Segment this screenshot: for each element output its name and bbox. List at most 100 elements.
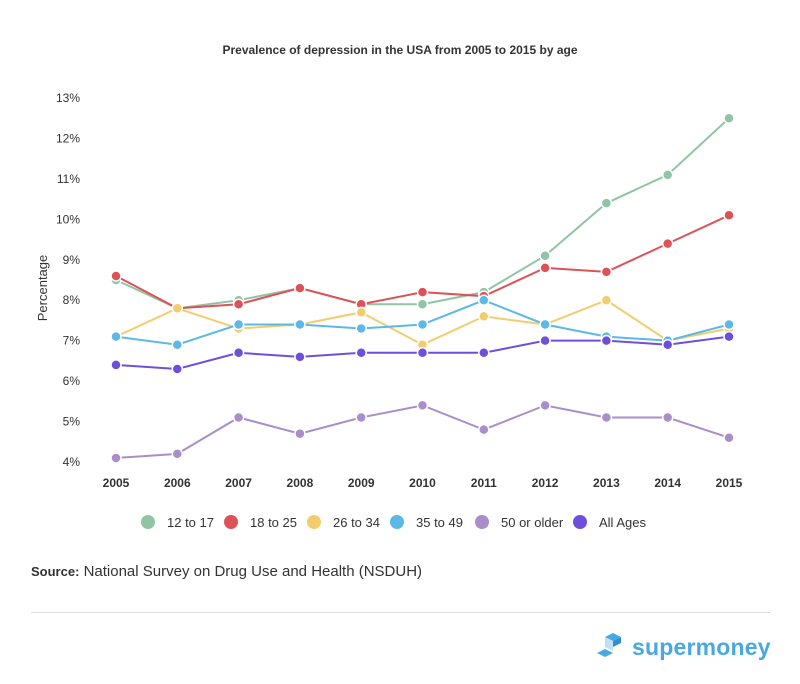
series-line	[115, 117, 730, 310]
data-point[interactable]	[478, 423, 490, 436]
data-point[interactable]	[539, 334, 551, 347]
data-point[interactable]	[110, 330, 122, 343]
y-tick-label: 13%	[56, 91, 80, 105]
data-point[interactable]	[600, 266, 613, 278]
data-point[interactable]	[416, 298, 429, 311]
y-tick-label: 6%	[63, 374, 81, 388]
x-tick-label: 2009	[348, 476, 375, 490]
data-point[interactable]	[355, 347, 367, 359]
source-label: Source:	[31, 564, 80, 579]
series-all-ages	[110, 330, 735, 375]
data-point[interactable]	[232, 411, 245, 424]
data-point[interactable]	[294, 282, 306, 294]
data-point[interactable]	[661, 338, 674, 351]
data-point[interactable]	[600, 294, 613, 306]
legend-swatch	[307, 515, 321, 529]
x-tick-label: 2006	[164, 476, 191, 490]
legend-swatch	[224, 515, 238, 529]
legend-item[interactable]: 26 to 34	[307, 515, 380, 530]
data-point[interactable]	[294, 351, 306, 363]
y-axis-label: Percentage	[35, 255, 50, 322]
x-tick-label: 2007	[225, 476, 252, 490]
data-point[interactable]	[723, 330, 735, 343]
data-point[interactable]	[171, 338, 184, 351]
legend-swatch	[573, 515, 587, 529]
data-point[interactable]	[171, 448, 184, 460]
data-point[interactable]	[723, 209, 735, 222]
data-point[interactable]	[416, 286, 429, 298]
data-point[interactable]	[600, 197, 613, 209]
legend-swatch	[475, 515, 489, 529]
chart-title: Prevalence of depression in the USA from…	[222, 43, 577, 57]
x-tick-label: 2015	[716, 476, 743, 490]
data-point[interactable]	[355, 411, 367, 424]
legend-item[interactable]: 35 to 49	[390, 515, 463, 530]
data-point[interactable]	[355, 322, 367, 335]
line-chart: Prevalence of depression in the USA from…	[35, 43, 743, 530]
data-point[interactable]	[294, 318, 306, 331]
data-point[interactable]	[171, 302, 184, 315]
data-point[interactable]	[723, 112, 735, 124]
legend-swatch	[141, 515, 155, 529]
legend-label: All Ages	[599, 515, 646, 530]
x-tick-label: 2005	[103, 476, 130, 490]
y-tick-label: 10%	[56, 212, 80, 226]
data-point[interactable]	[478, 310, 490, 323]
data-point[interactable]	[232, 318, 245, 331]
data-point[interactable]	[416, 347, 429, 359]
y-tick-label: 12%	[56, 131, 80, 145]
data-point[interactable]	[723, 431, 735, 444]
source-note: Source: National Survey on Drug Use and …	[31, 563, 422, 580]
data-point[interactable]	[110, 359, 122, 371]
data-point[interactable]	[416, 318, 429, 331]
supermoney-logo[interactable]: supermoney	[596, 633, 771, 661]
data-point[interactable]	[110, 452, 122, 464]
y-tick-label: 5%	[63, 415, 81, 429]
x-tick-label: 2011	[471, 476, 497, 490]
series-line	[115, 404, 730, 459]
data-point[interactable]	[539, 399, 551, 412]
x-tick-label: 2008	[287, 476, 314, 490]
data-point[interactable]	[110, 270, 122, 282]
data-point[interactable]	[661, 169, 674, 181]
data-point[interactable]	[661, 237, 674, 250]
legend-item[interactable]: 18 to 25	[224, 515, 297, 530]
data-point[interactable]	[661, 411, 674, 424]
series-35-to-49	[110, 294, 735, 351]
data-point[interactable]	[232, 298, 245, 311]
legend-item[interactable]: 50 or older	[475, 515, 564, 530]
logo-text: supermoney	[632, 633, 771, 660]
data-point[interactable]	[539, 262, 551, 274]
data-point[interactable]	[171, 363, 184, 375]
y-tick-label: 9%	[63, 253, 81, 267]
data-point[interactable]	[294, 427, 306, 440]
logo-cube-icon	[597, 633, 621, 657]
legend-label: 26 to 34	[333, 515, 380, 530]
legend-label: 35 to 49	[416, 515, 463, 530]
legend-label: 50 or older	[501, 515, 564, 530]
data-point[interactable]	[600, 411, 613, 424]
legend-label: 12 to 17	[167, 515, 214, 530]
series-50-or-older	[110, 399, 735, 464]
series-12-to-17	[110, 112, 735, 315]
data-point[interactable]	[478, 294, 490, 306]
data-point[interactable]	[478, 347, 490, 359]
x-tick-label: 2013	[593, 476, 620, 490]
data-point[interactable]	[723, 318, 735, 331]
data-point[interactable]	[355, 306, 367, 319]
x-tick-label: 2010	[409, 476, 436, 490]
legend-item[interactable]: 12 to 17	[141, 515, 214, 530]
data-point[interactable]	[232, 347, 245, 359]
legend-swatch	[390, 515, 404, 529]
x-tick-label: 2012	[532, 476, 559, 490]
data-point[interactable]	[416, 399, 429, 412]
x-tick-label: 2014	[654, 476, 681, 490]
y-tick-label: 11%	[57, 172, 80, 186]
legend-label: 18 to 25	[250, 515, 297, 530]
data-point[interactable]	[600, 334, 613, 347]
source-text: National Survey on Drug Use and Health (…	[79, 563, 423, 580]
data-point[interactable]	[539, 249, 551, 262]
y-tick-label: 4%	[63, 455, 81, 469]
data-point[interactable]	[539, 318, 551, 331]
legend-item[interactable]: All Ages	[573, 515, 646, 530]
